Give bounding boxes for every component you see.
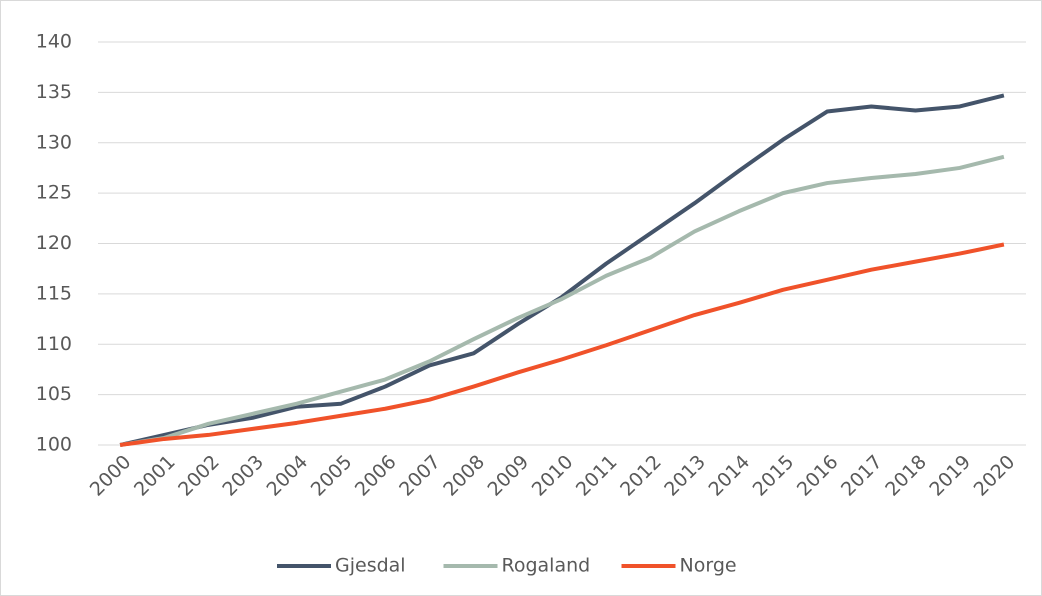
legend-label: Norge	[680, 555, 737, 577]
y-tick-label: 135	[36, 81, 72, 103]
y-tick-label: 100	[36, 434, 72, 456]
y-tick-label: 115	[36, 282, 72, 304]
legend-item: Rogaland	[443, 555, 591, 577]
y-tick-label: 110	[36, 333, 72, 355]
legend-item: Gjesdal	[277, 555, 406, 577]
legend-item: Norge	[621, 555, 737, 577]
y-tick-label: 120	[36, 232, 72, 254]
y-tick-label: 130	[36, 131, 72, 153]
y-tick-label: 105	[36, 383, 72, 405]
y-tick-label: 140	[36, 31, 72, 53]
legend-label: Rogaland	[502, 555, 591, 577]
legend-label: Gjesdal	[335, 555, 406, 577]
series-line	[119, 154, 1005, 447]
y-tick-label: 125	[36, 182, 72, 204]
series-line	[119, 242, 1005, 447]
